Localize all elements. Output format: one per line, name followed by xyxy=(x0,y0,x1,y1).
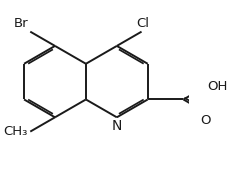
Text: Cl: Cl xyxy=(136,17,149,30)
Text: O: O xyxy=(199,114,209,127)
Text: Br: Br xyxy=(14,17,29,30)
Text: CH₃: CH₃ xyxy=(4,125,28,138)
Text: N: N xyxy=(111,119,121,134)
Text: OH: OH xyxy=(207,80,227,93)
